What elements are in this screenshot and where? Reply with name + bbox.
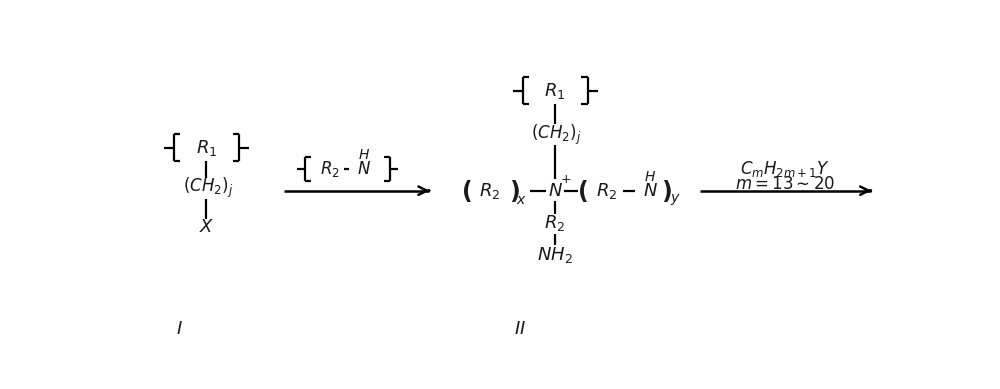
Text: $R_2$: $R_2$ — [479, 180, 500, 201]
Text: $R_1$: $R_1$ — [544, 81, 566, 101]
Text: $m=13{\sim}20$: $m=13{\sim}20$ — [735, 176, 835, 193]
Text: $y$: $y$ — [670, 193, 681, 207]
Text: $H$: $H$ — [644, 170, 656, 184]
Text: $C_mH_{2m+1}Y$: $C_mH_{2m+1}Y$ — [740, 159, 830, 179]
Text: $N$: $N$ — [548, 182, 563, 200]
Text: $N$: $N$ — [643, 182, 658, 200]
Text: $N$: $N$ — [357, 161, 371, 178]
Text: $R_2$: $R_2$ — [544, 213, 566, 233]
Text: $R_1$: $R_1$ — [196, 138, 217, 158]
Text: $II$: $II$ — [514, 320, 526, 338]
Text: $X$: $X$ — [199, 218, 214, 236]
Text: $+$: $+$ — [560, 173, 572, 186]
Text: $\boldsymbol{)}$: $\boldsymbol{)}$ — [509, 179, 519, 205]
Text: $\boldsymbol{(}$: $\boldsymbol{(}$ — [461, 178, 471, 204]
Text: $(CH_2)_j$: $(CH_2)_j$ — [183, 176, 233, 200]
Text: $(CH_2)_j$: $(CH_2)_j$ — [531, 123, 582, 147]
Text: $\boldsymbol{)}$: $\boldsymbol{)}$ — [661, 178, 671, 204]
Text: $\boldsymbol{(}$: $\boldsymbol{(}$ — [577, 178, 588, 204]
Text: $R_2$: $R_2$ — [596, 180, 618, 201]
Text: $I$: $I$ — [176, 320, 183, 338]
Text: $NH_2$: $NH_2$ — [537, 245, 573, 265]
Text: $H$: $H$ — [358, 148, 371, 162]
Text: $x$: $x$ — [516, 193, 527, 207]
Text: $R_2$: $R_2$ — [320, 159, 340, 179]
